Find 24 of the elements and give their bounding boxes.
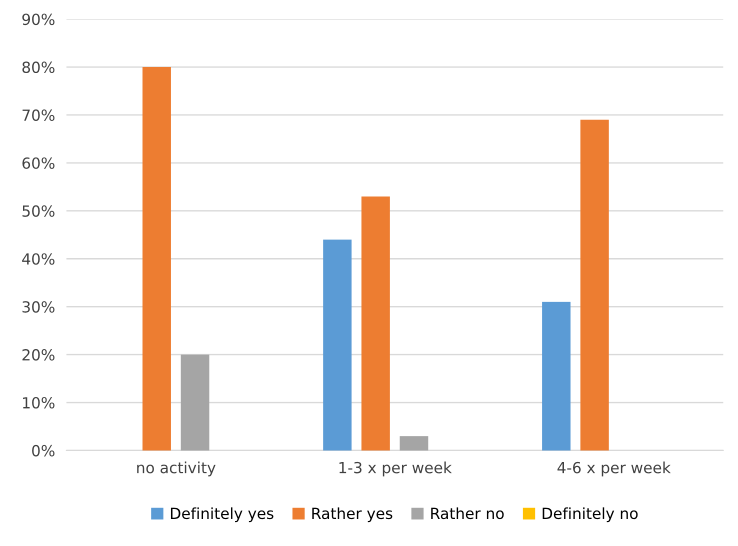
legend-label: Definitely yes [170, 507, 274, 522]
bar [542, 302, 571, 450]
y-tick-label: 70% [22, 109, 54, 121]
bar [361, 196, 390, 450]
y-tick-label: 0% [32, 444, 54, 456]
y-tick-label: 10% [23, 396, 54, 409]
y-tick-label: 90% [22, 14, 54, 26]
y-tick-label: 30% [22, 301, 54, 313]
legend-label: Rather no [431, 507, 504, 520]
legend-label: Definitely no [542, 507, 638, 522]
y-tick-label: 50% [22, 205, 54, 217]
y-tick-label: 60% [22, 157, 54, 169]
y-tick-label: 20% [22, 349, 54, 361]
bar [180, 354, 210, 450]
bar [142, 67, 171, 450]
x-tick-label: 4-6 x per week [557, 462, 671, 476]
x-tick-label: 1-3 x per week [339, 462, 452, 476]
bar [400, 436, 428, 450]
x-tick-label: no activity [137, 462, 216, 476]
legend-label: Rather yes [312, 507, 392, 522]
y-tick-label: 40% [22, 253, 54, 265]
bar [323, 240, 352, 450]
y-tick-label: 80% [22, 62, 54, 74]
bar [580, 120, 609, 450]
